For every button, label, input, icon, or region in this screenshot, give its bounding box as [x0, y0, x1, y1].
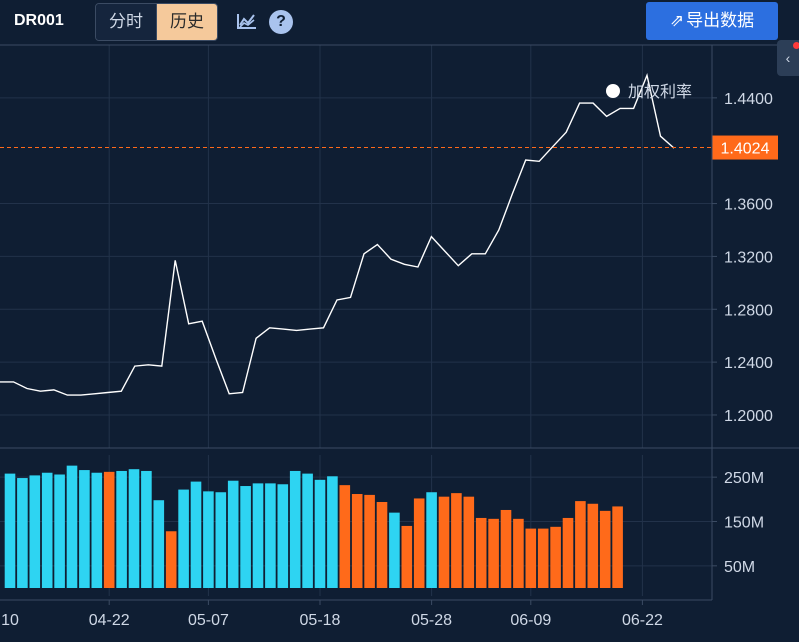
- chevron-left-icon: ‹: [785, 50, 791, 66]
- rate-line: [0, 73, 675, 396]
- y-tick-label: 1.3200: [724, 249, 773, 266]
- rate-line-layer: 1.4024: [0, 73, 778, 396]
- volume-bar: [128, 469, 140, 588]
- help-icon[interactable]: ?: [269, 10, 293, 34]
- volume-bar: [463, 496, 475, 588]
- volume-bar: [314, 479, 326, 588]
- volume-bar: [438, 496, 450, 588]
- x-tick-label: 06-09: [510, 612, 551, 629]
- export-data-button[interactable]: ⇗ 导出数据: [646, 2, 778, 40]
- export-label: 导出数据: [686, 11, 755, 30]
- volume-bar: [54, 474, 65, 588]
- volume-bar: [599, 510, 611, 588]
- volume-bar: [91, 472, 103, 588]
- x-tick-label: 05-07: [188, 612, 229, 629]
- tab-intraday[interactable]: 分时: [96, 4, 156, 40]
- volume-bar: [488, 518, 499, 588]
- legend-marker: [606, 84, 620, 98]
- y-tick-label: 1.3600: [724, 197, 773, 214]
- volume-bar: [66, 465, 78, 588]
- volume-bar: [376, 501, 388, 588]
- volume-bar: [289, 470, 301, 588]
- y-tick-label: 1.2000: [724, 408, 773, 425]
- volume-bar: [302, 473, 313, 588]
- y-tick-label: 50M: [724, 559, 755, 576]
- volume-bar: [265, 483, 276, 588]
- y-tick-label: 1.2800: [724, 302, 773, 319]
- volume-bar: [116, 470, 127, 588]
- volume-bar: [252, 483, 264, 588]
- volume-bar: [426, 492, 437, 588]
- notification-dot: [793, 42, 799, 49]
- volume-bar: [550, 526, 561, 588]
- volume-bar: [500, 509, 512, 588]
- volume-bar: [612, 506, 623, 588]
- volume-bar: [79, 470, 90, 588]
- x-tick-label: 05-28: [411, 612, 452, 629]
- volume-bar: [525, 528, 537, 588]
- y-tick-label: 1.2400: [724, 355, 773, 372]
- volume-bar: [562, 517, 574, 588]
- volume-bar: [587, 503, 599, 588]
- y-tick-label: 150M: [724, 515, 764, 532]
- volume-bar: [190, 481, 202, 588]
- current-value-tag: [712, 135, 778, 160]
- volume-bar: [165, 531, 177, 588]
- volume-bar: [475, 517, 487, 588]
- view-toggle: 分时 历史: [95, 3, 218, 41]
- volume-bar: [178, 489, 189, 588]
- volume-bar: [141, 470, 152, 588]
- volume-bar: [240, 486, 251, 588]
- volume-bar: [153, 500, 165, 588]
- volume-bar: [17, 478, 28, 588]
- volume-bar: [401, 525, 413, 588]
- symbol-label: DR001: [14, 12, 64, 29]
- volume-bar: [537, 528, 549, 588]
- export-icon: ⇗: [669, 11, 685, 30]
- volume-bar: [227, 480, 239, 588]
- volume-bar: [413, 498, 425, 588]
- chart-type-icon[interactable]: [236, 11, 258, 31]
- volume-bar: [277, 484, 289, 588]
- volume-bar: [203, 491, 214, 588]
- volume-bar: [215, 492, 227, 588]
- volume-bar: [364, 494, 375, 588]
- volume-bar: [103, 471, 115, 588]
- volume-bar: [451, 493, 462, 588]
- volume-bar: [339, 485, 351, 588]
- y-tick-label: 250M: [724, 470, 764, 487]
- current-value-label: 1.4024: [721, 141, 770, 158]
- axes: 1.4400 1.3600 1.3200 1.2800 1.2400 1.2000 250M…: [0, 44, 799, 629]
- volume-bar: [351, 494, 363, 588]
- legend-label: 加权利率: [628, 83, 692, 101]
- header-bar: DR001 分时 历史 ? ⇗ 导出数据: [0, 0, 799, 44]
- volume-bar: [4, 473, 16, 588]
- x-tick-label: 04-22: [89, 612, 130, 629]
- collapse-panel-button[interactable]: ‹: [777, 40, 799, 76]
- x-tick-label: 06-22: [622, 612, 663, 629]
- volume-bar: [41, 472, 53, 588]
- volume-bar: [29, 475, 41, 588]
- x-tick-label: 10: [1, 612, 19, 629]
- volume-bar: [389, 512, 400, 588]
- tab-history[interactable]: 历史: [156, 4, 217, 40]
- volume-bar: [513, 518, 524, 588]
- x-tick-label: 05-18: [300, 612, 341, 629]
- volume-bar: [575, 501, 586, 588]
- volume-bar: [327, 476, 338, 588]
- volume-bars: [4, 465, 623, 588]
- y-tick-label: 1.4400: [724, 91, 773, 108]
